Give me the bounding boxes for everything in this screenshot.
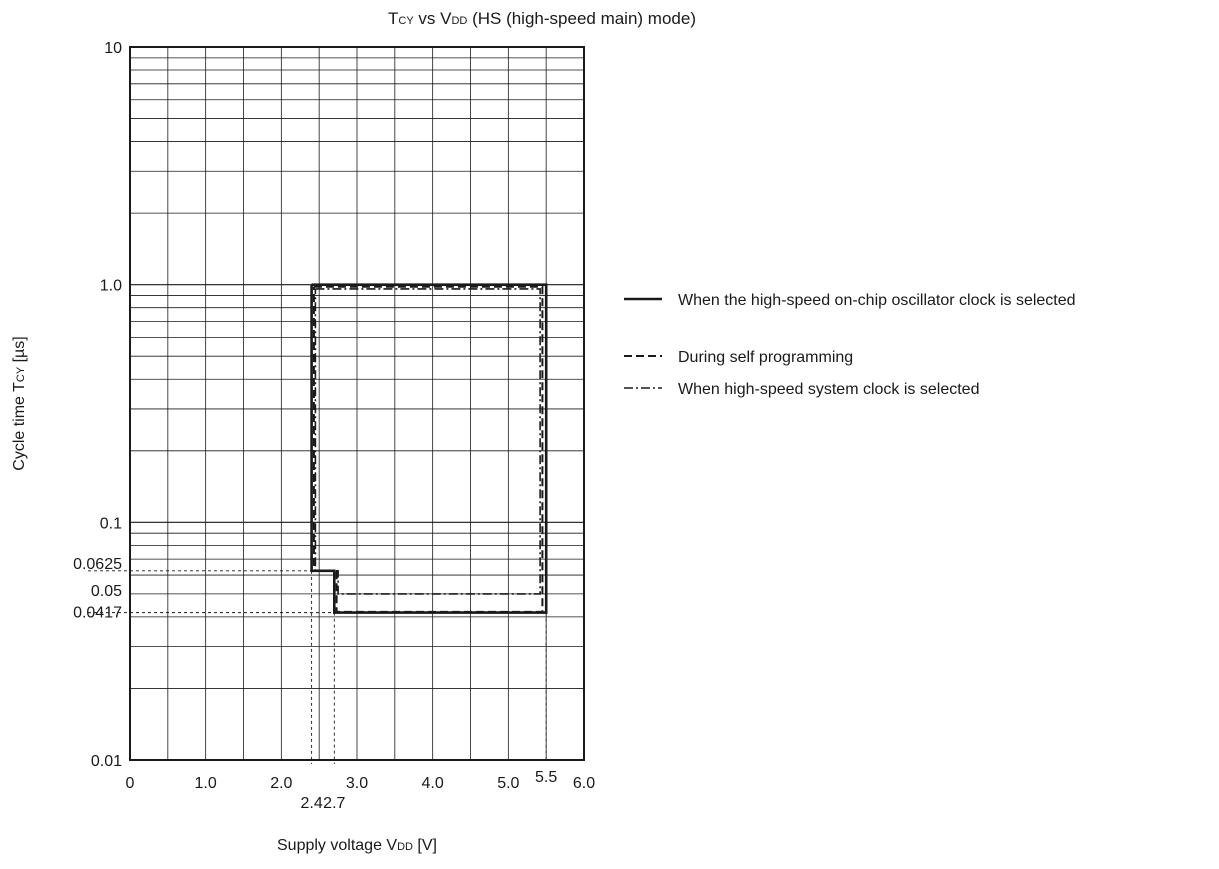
- legend-label-1: When the high-speed on-chip oscillator c…: [678, 292, 1076, 309]
- y-tick-label: 0.01: [91, 753, 122, 770]
- x-tick-label: 1.0: [195, 775, 217, 792]
- chart-title: TCY vs VDD (HS (high-speed main) mode): [388, 9, 696, 28]
- y-mark-label: 0.0417: [73, 605, 122, 622]
- series-line-1: [310, 283, 548, 614]
- series-group: [310, 283, 548, 614]
- y-tick-label: 10: [104, 40, 122, 57]
- legend-label-3: When high-speed system clock is selected: [678, 381, 979, 398]
- x-tick-label: 3.0: [346, 775, 368, 792]
- x-tick-label: 4.0: [422, 775, 444, 792]
- x-tick-label: 6.0: [573, 775, 595, 792]
- x-mark-label: 2.7: [323, 795, 345, 812]
- y-tick-label: 0.1: [100, 515, 122, 532]
- x-tick-label: 2.0: [270, 775, 292, 792]
- x-tick-label: 0: [126, 775, 135, 792]
- y-mark-label: 0.05: [91, 583, 122, 600]
- y-mark-label: 0.0625: [73, 556, 122, 573]
- guide-lines: [88, 570, 547, 764]
- plot-frame: [129, 46, 585, 761]
- series-line-3: [314, 288, 541, 595]
- x-axis-label: Supply voltage VDD [V]: [277, 837, 437, 854]
- legend: When the high-speed on-chip oscillator c…: [624, 292, 1076, 398]
- tick-labels: 0 1.0 2.0 3.0 4.0 5.0 6.0 2.4 2.7 5.5 10 1.0 0.1 0.01…: [73, 40, 595, 812]
- x-tick-label: 5.0: [497, 775, 519, 792]
- legend-label-2: During self programming: [678, 349, 853, 366]
- y-axis-label: Cycle time TCY [µs]: [11, 336, 28, 470]
- x-mark-label: 2.4: [300, 795, 322, 812]
- x-mark-label: 5.5: [535, 769, 557, 786]
- y-tick-label: 1.0: [100, 278, 122, 295]
- grid: [130, 47, 584, 760]
- series-line-2: [312, 285, 544, 613]
